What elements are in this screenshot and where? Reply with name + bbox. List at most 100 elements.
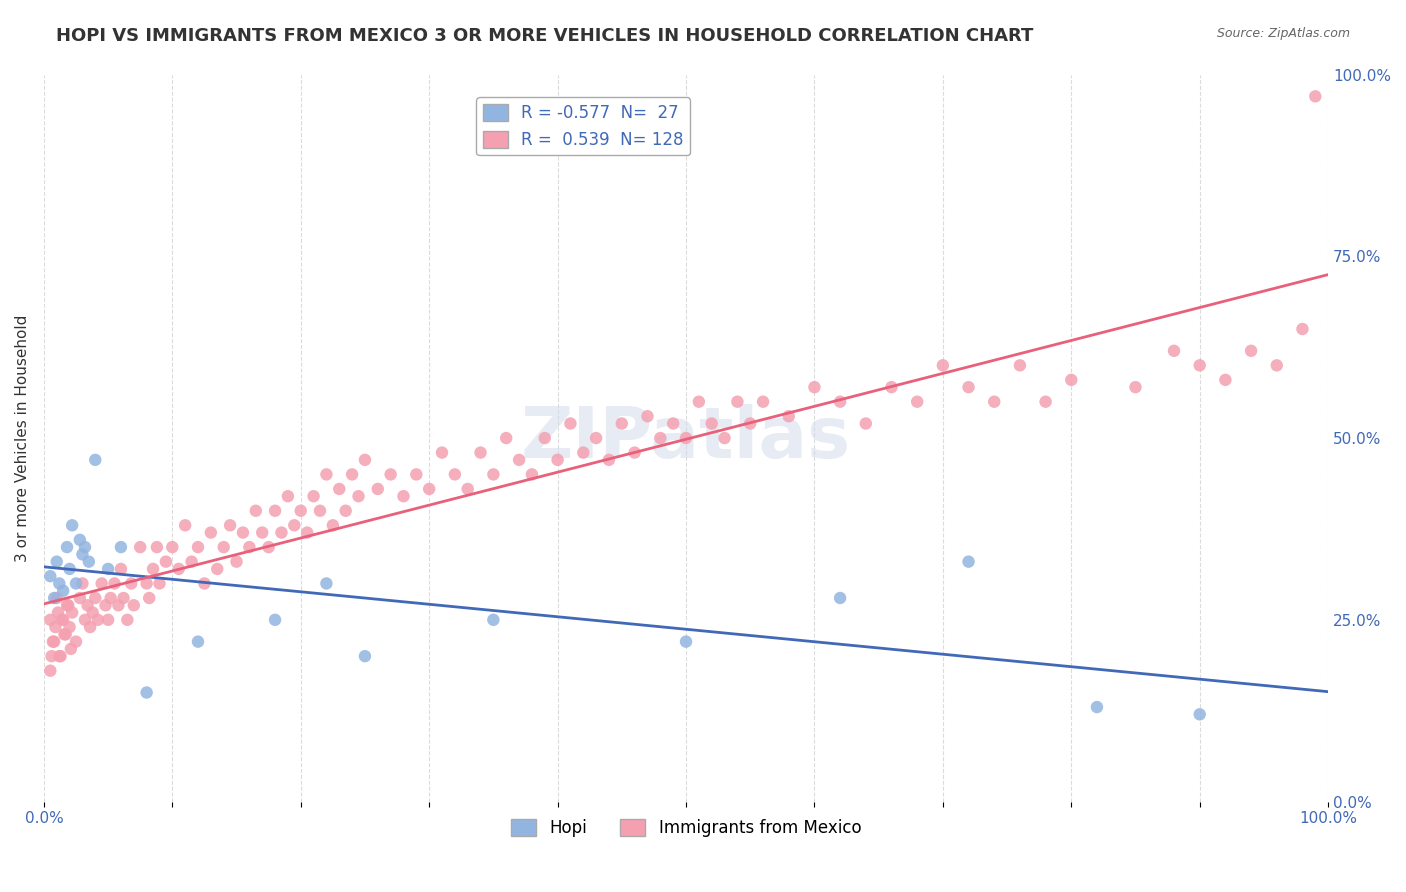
Point xyxy=(354,649,377,664)
Point xyxy=(354,453,377,467)
Point xyxy=(77,555,100,569)
Point xyxy=(855,417,877,431)
Point xyxy=(830,591,852,605)
Point xyxy=(264,613,287,627)
Point xyxy=(232,525,254,540)
Point xyxy=(1215,373,1237,387)
Point xyxy=(39,569,62,583)
Point xyxy=(53,627,76,641)
Point xyxy=(623,445,645,459)
Point xyxy=(688,394,710,409)
Point xyxy=(129,540,152,554)
Point xyxy=(76,599,98,613)
Point xyxy=(405,467,427,482)
Point xyxy=(470,445,492,459)
Point xyxy=(59,641,82,656)
Point xyxy=(219,518,242,533)
Point xyxy=(610,417,633,431)
Point xyxy=(45,591,67,605)
Point xyxy=(84,591,107,605)
Point xyxy=(803,380,825,394)
Point xyxy=(495,431,517,445)
Point xyxy=(180,555,202,569)
Point xyxy=(103,576,125,591)
Point xyxy=(142,562,165,576)
Point xyxy=(174,518,197,533)
Point xyxy=(200,525,222,540)
Point xyxy=(508,453,530,467)
Point xyxy=(315,576,337,591)
Point xyxy=(585,431,607,445)
Point xyxy=(1060,373,1083,387)
Point xyxy=(347,489,370,503)
Point xyxy=(572,445,595,459)
Point xyxy=(155,555,177,569)
Point xyxy=(778,409,800,424)
Point xyxy=(193,576,215,591)
Point xyxy=(675,431,697,445)
Point xyxy=(94,599,117,613)
Point xyxy=(752,394,775,409)
Point xyxy=(110,562,132,576)
Point xyxy=(1188,359,1211,373)
Point xyxy=(48,649,70,664)
Point xyxy=(1188,707,1211,722)
Point xyxy=(58,620,80,634)
Legend: Hopi, Immigrants from Mexico: Hopi, Immigrants from Mexico xyxy=(505,813,868,844)
Point xyxy=(533,431,555,445)
Point xyxy=(207,562,229,576)
Point xyxy=(283,518,305,533)
Point xyxy=(957,380,980,394)
Point xyxy=(1125,380,1147,394)
Point xyxy=(162,540,184,554)
Point xyxy=(58,562,80,576)
Point xyxy=(107,599,129,613)
Point xyxy=(905,394,928,409)
Point xyxy=(367,482,389,496)
Point xyxy=(322,518,344,533)
Point xyxy=(830,394,852,409)
Point xyxy=(1163,343,1185,358)
Point xyxy=(1265,359,1288,373)
Point xyxy=(138,591,160,605)
Point xyxy=(1085,700,1108,714)
Point xyxy=(1291,322,1313,336)
Point xyxy=(135,685,157,699)
Point xyxy=(418,482,440,496)
Point xyxy=(90,576,112,591)
Point xyxy=(56,540,79,554)
Point xyxy=(335,504,357,518)
Point xyxy=(983,394,1005,409)
Point xyxy=(187,634,209,648)
Point xyxy=(39,613,62,627)
Point xyxy=(675,634,697,648)
Point xyxy=(187,540,209,554)
Point xyxy=(380,467,402,482)
Point xyxy=(100,591,122,605)
Point xyxy=(560,417,582,431)
Point xyxy=(957,555,980,569)
Point xyxy=(97,562,120,576)
Point xyxy=(520,467,543,482)
Point xyxy=(392,489,415,503)
Point xyxy=(315,467,337,482)
Point xyxy=(79,620,101,634)
Point xyxy=(72,547,94,561)
Point xyxy=(60,518,83,533)
Point xyxy=(60,606,83,620)
Point xyxy=(264,504,287,518)
Point xyxy=(167,562,190,576)
Point xyxy=(49,649,72,664)
Point xyxy=(87,613,110,627)
Point xyxy=(42,634,65,648)
Point xyxy=(46,606,69,620)
Point xyxy=(73,540,96,554)
Point xyxy=(72,576,94,591)
Point xyxy=(44,620,66,634)
Point xyxy=(45,555,67,569)
Point xyxy=(662,417,685,431)
Point xyxy=(69,533,91,547)
Point xyxy=(146,540,169,554)
Point xyxy=(277,489,299,503)
Point xyxy=(82,606,104,620)
